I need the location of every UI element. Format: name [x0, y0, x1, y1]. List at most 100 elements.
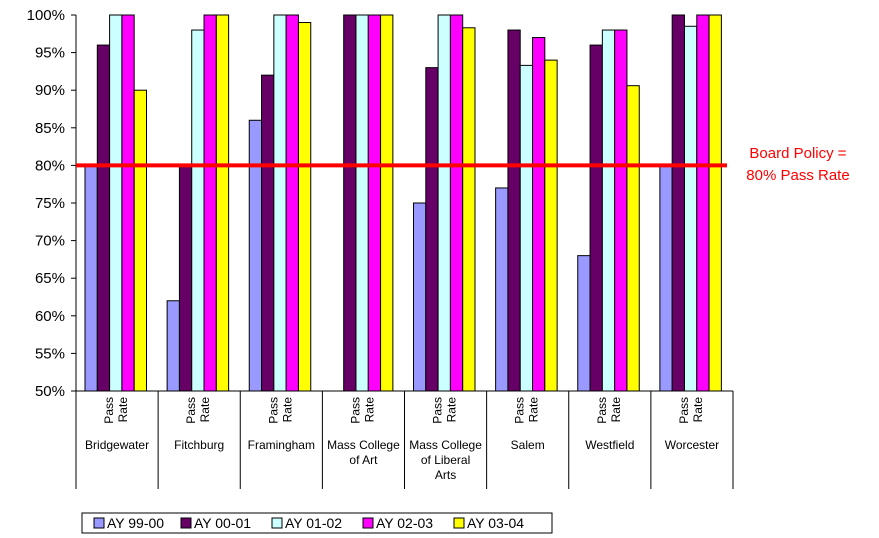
bar [437, 14, 451, 392]
sub-category-label-line: Rate [362, 397, 376, 423]
bar [191, 29, 205, 392]
sub-category-label-line: Pass [595, 397, 609, 424]
legend-swatch [271, 517, 283, 529]
sub-category-label: Pass Rate [348, 397, 376, 424]
y-tick-label: 50% [35, 383, 65, 400]
legend-label: AY 00-01 [194, 515, 251, 531]
legend-label: AY 03-04 [467, 515, 524, 531]
y-tick-label: 80% [35, 157, 65, 174]
y-tick-label: 85% [35, 120, 65, 137]
category-label: Fitchburg [174, 438, 224, 452]
sub-category-label: Pass Rate [431, 397, 459, 424]
category-label: Westfield [585, 438, 634, 452]
bar [96, 44, 111, 392]
sub-category-label-line: Pass [348, 397, 362, 424]
y-tick-label: 75% [35, 195, 65, 212]
legend: AY 99-00 AY 00-01 AY 01-02 AY 02-03 AY 03-04 [81, 512, 553, 534]
bar [532, 37, 546, 392]
sub-category-label: Pass Rate [184, 397, 212, 424]
y-tick-label: 65% [35, 270, 65, 287]
bar [696, 14, 710, 392]
bar [626, 85, 640, 392]
bar [462, 27, 476, 392]
sub-category-label-line: Rate [527, 397, 541, 423]
bar [425, 67, 439, 392]
reference-line-label: 80% Pass Rate [746, 167, 849, 184]
bar [166, 300, 180, 392]
bar [601, 29, 616, 392]
legend-swatch [362, 517, 374, 529]
sub-category-label: Pass Rate [102, 397, 130, 424]
bar [273, 14, 287, 392]
sub-category-label-line: Rate [116, 397, 130, 423]
bar [203, 14, 217, 392]
bar [84, 164, 98, 392]
bar [577, 255, 591, 392]
bar [380, 14, 394, 392]
sub-category-label-line: Pass [266, 397, 280, 424]
legend-swatch [453, 517, 465, 529]
sub-category-label-line: Rate [198, 397, 212, 423]
y-tick-label: 60% [35, 308, 65, 325]
bar [544, 59, 558, 392]
category-label: Mass College [409, 438, 482, 452]
bar [133, 89, 147, 392]
category-label: Arts [435, 468, 456, 482]
reference-line-group: Board Policy = 80% Pass Rate [76, 145, 850, 184]
legend-swatch [93, 517, 105, 529]
sub-category-label-line: Rate [609, 397, 623, 423]
sub-category-label-line: Pass [102, 397, 116, 424]
reference-line-label: Board Policy = [749, 145, 846, 162]
sub-category-label: Pass Rate [595, 397, 623, 424]
legend-label: AY 01-02 [285, 515, 342, 531]
category-label: of Art [349, 453, 378, 467]
y-tick-label: 100% [27, 7, 65, 24]
sub-category-label: Pass Rate [513, 397, 541, 424]
bar [261, 74, 275, 392]
bar [507, 29, 521, 392]
bar [109, 14, 123, 392]
y-tick-label: 55% [35, 345, 65, 362]
category-label: Bridgewater [85, 438, 149, 452]
bar [413, 202, 427, 392]
bar [343, 14, 357, 392]
sub-category-label-line: Rate [691, 397, 705, 423]
bar [683, 25, 698, 392]
y-tick-label: 95% [35, 45, 65, 62]
bar [659, 164, 673, 392]
sub-category-label-line: Rate [280, 397, 294, 423]
y-axis: 50% 55% 60% 65% 70% 75% 80% 85% 90% 95% 100% [27, 7, 77, 400]
bar [355, 14, 369, 392]
sub-category-label-line: Pass [184, 397, 198, 424]
category-label: of Liberal [421, 453, 470, 467]
sub-category-label-line: Pass [513, 397, 527, 424]
sub-category-label: Pass Rate [266, 397, 294, 424]
bar [297, 22, 312, 392]
bars [84, 14, 722, 392]
bar [285, 14, 299, 392]
category-label: Framingham [248, 438, 315, 452]
bar [614, 29, 628, 392]
category-label: Mass College [327, 438, 400, 452]
legend-swatch [180, 517, 192, 529]
y-tick-label: 70% [35, 233, 65, 250]
bar [495, 187, 509, 392]
legend-box [81, 512, 553, 534]
bar [671, 14, 685, 392]
bar [708, 14, 722, 392]
sub-category-label-line: Pass [677, 397, 691, 424]
legend-label: AY 99-00 [107, 515, 164, 531]
bar [449, 14, 464, 392]
bar [589, 44, 603, 392]
bar [178, 164, 193, 392]
sub-category-label: Pass Rate [677, 397, 705, 424]
bar [519, 64, 534, 392]
bar [215, 14, 230, 392]
bar [248, 119, 263, 392]
bar [121, 14, 135, 392]
y-tick-label: 90% [35, 82, 65, 99]
bar [367, 14, 382, 392]
category-label: Worcester [665, 438, 719, 452]
